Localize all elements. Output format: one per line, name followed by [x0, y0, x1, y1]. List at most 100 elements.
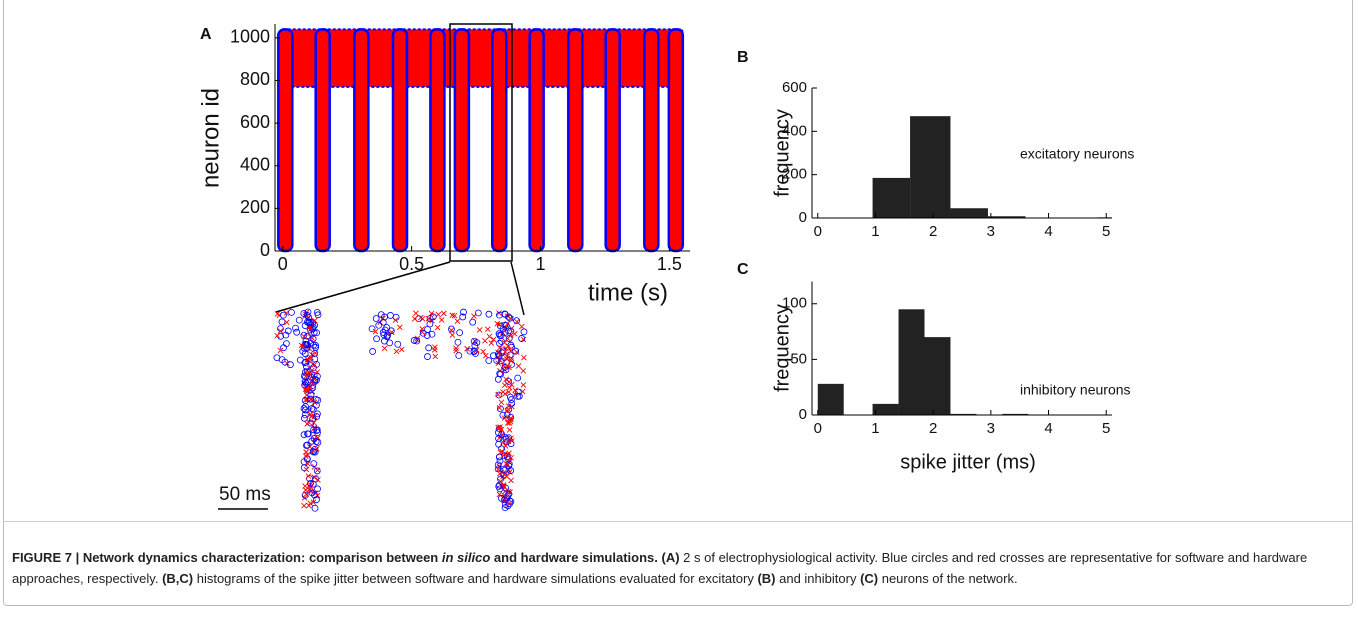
- inset-marker: [505, 403, 512, 409]
- inset-marker: [454, 338, 462, 346]
- inset-marker: [505, 389, 512, 395]
- inset-marker: [300, 405, 308, 412]
- inset-marker: [508, 454, 514, 461]
- inset-marker: [495, 483, 503, 490]
- y-tick-label: 200: [782, 166, 807, 183]
- inset-marker: [313, 467, 321, 475]
- inset-marker: [309, 388, 316, 395]
- inset-marker: [497, 405, 504, 413]
- spike-column: [528, 28, 545, 253]
- inset-marker: [505, 343, 512, 350]
- inset-marker: [301, 414, 308, 422]
- inset-marker: [453, 347, 459, 354]
- inset-marker: [448, 327, 455, 334]
- x-tick-label: 0: [814, 420, 822, 437]
- inset-marker: [454, 318, 461, 324]
- inset-marker: [305, 473, 312, 479]
- inset-marker: [303, 442, 310, 449]
- spike-column: [353, 28, 370, 253]
- inset-marker: [313, 426, 321, 434]
- x-tick-label: 0: [814, 223, 822, 240]
- inset-marker: [449, 332, 456, 338]
- inset-marker: [315, 434, 321, 441]
- inset-marker: [506, 384, 513, 391]
- inset-marker: [311, 361, 318, 368]
- inset-marker: [469, 318, 477, 326]
- inset-marker: [505, 438, 512, 445]
- caption-segment: (B): [757, 571, 776, 586]
- inset-marker: [303, 466, 310, 473]
- inset-marker: [301, 491, 309, 499]
- inset-marker: [304, 430, 311, 438]
- inset-marker: [497, 424, 503, 430]
- inset-marker: [368, 325, 376, 333]
- spike-column: [643, 28, 660, 253]
- inset-marker: [441, 310, 447, 317]
- y-axis-label: frequency: [771, 109, 793, 197]
- inset-marker: [278, 318, 286, 326]
- inset-marker: [464, 345, 470, 352]
- inset-marker: [311, 399, 318, 406]
- x-tick-label: 1: [871, 223, 879, 240]
- inset-marker: [307, 391, 315, 399]
- inset-marker: [513, 317, 521, 325]
- inset-marker: [388, 329, 395, 336]
- inset-marker: [506, 500, 514, 508]
- x-tick-label: 3: [987, 223, 995, 240]
- inset-marker: [315, 477, 321, 483]
- inset-marker: [281, 358, 289, 366]
- inset-marker: [512, 391, 519, 398]
- inset-marker: [369, 348, 377, 355]
- x-axis-label: time (s): [588, 279, 668, 306]
- inset-marker: [508, 416, 514, 423]
- zoom-line: [275, 261, 451, 313]
- caption-segment: (A): [661, 550, 680, 565]
- inset-marker: [310, 426, 318, 434]
- histogram-bar: [910, 116, 951, 218]
- inset-marker: [495, 391, 501, 398]
- inset-marker: [505, 335, 513, 342]
- inset-marker: [501, 310, 509, 318]
- spike-column: [429, 28, 446, 253]
- inset-marker: [309, 325, 317, 333]
- inset-marker: [494, 461, 502, 469]
- x-tick-label: 3: [987, 420, 995, 437]
- inset-marker: [296, 356, 304, 364]
- inset-marker: [498, 399, 505, 406]
- inset-marker: [496, 311, 503, 319]
- zoom-line: [510, 261, 525, 316]
- inset-marker: [495, 424, 501, 431]
- inset-marker: [310, 329, 318, 336]
- x-tick-label: 5: [1102, 420, 1110, 437]
- caption-segment: histograms of the spike jitter between s…: [193, 571, 758, 586]
- inset-marker: [295, 316, 303, 324]
- inset-marker: [501, 504, 509, 512]
- inset-marker: [499, 465, 507, 473]
- inset-marker: [455, 352, 463, 359]
- inset-marker: [496, 457, 504, 465]
- x-axis-label: spike jitter (ms): [900, 451, 1036, 473]
- inset-marker: [305, 319, 313, 327]
- inset-marker: [520, 382, 527, 388]
- inset-marker: [302, 363, 310, 370]
- spike-column: [277, 28, 294, 253]
- inset-marker: [314, 396, 322, 404]
- inset-marker: [381, 313, 388, 321]
- inset-marker: [299, 347, 307, 355]
- inset-marker: [304, 308, 312, 316]
- inset-marker: [418, 314, 424, 321]
- inset-marker: [301, 502, 307, 509]
- caption-segment: (B,C): [162, 571, 194, 586]
- spike-column: [453, 28, 471, 253]
- spike-column: [391, 28, 409, 253]
- inset-marker: [470, 347, 478, 355]
- histogram-bar: [987, 216, 1026, 218]
- inset-marker: [313, 329, 321, 337]
- inset-marker: [508, 400, 516, 407]
- inset-marker: [311, 355, 319, 363]
- caption-segment: in silico: [441, 550, 491, 565]
- inset-marker: [508, 477, 514, 484]
- inset-marker: [508, 332, 514, 339]
- inset-marker: [435, 311, 442, 318]
- x-tick-label: 1.5: [657, 254, 682, 274]
